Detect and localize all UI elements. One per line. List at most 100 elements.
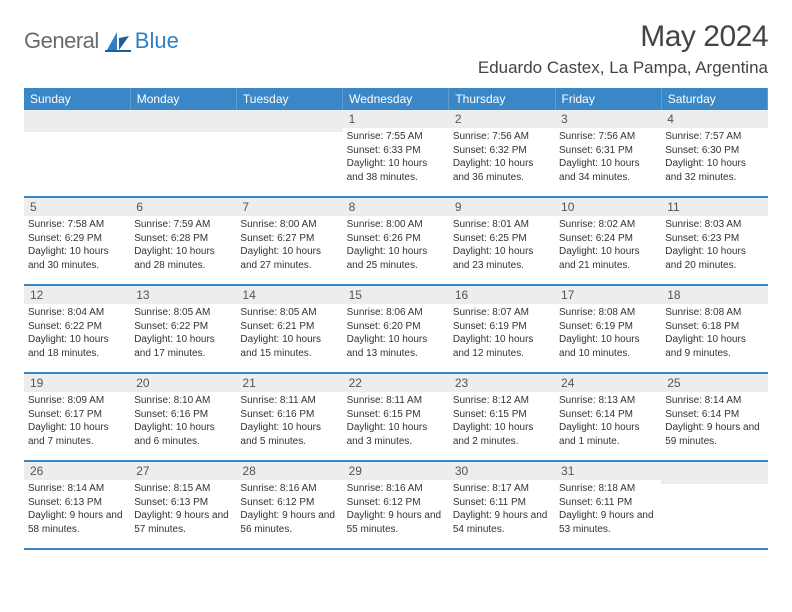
- calendar-cell: 2Sunrise: 7:56 AMSunset: 6:32 PMDaylight…: [449, 110, 555, 197]
- brand-sail-icon: [105, 30, 131, 52]
- daylight-line: Daylight: 10 hours and 21 minutes.: [559, 245, 657, 272]
- day-number: 11: [661, 198, 767, 216]
- calendar-cell: 7Sunrise: 8:00 AMSunset: 6:27 PMDaylight…: [236, 197, 342, 285]
- daylight-line: Daylight: 9 hours and 56 minutes.: [240, 509, 338, 536]
- sunrise-line: Sunrise: 7:56 AM: [453, 130, 551, 144]
- day-number: [24, 110, 130, 132]
- day-details: Sunrise: 8:08 AMSunset: 6:19 PMDaylight:…: [555, 304, 661, 364]
- day-number: 23: [449, 374, 555, 392]
- sunset-line: Sunset: 6:14 PM: [559, 408, 657, 422]
- calendar-cell: 22Sunrise: 8:11 AMSunset: 6:15 PMDayligh…: [343, 373, 449, 461]
- calendar-cell: [661, 461, 767, 549]
- location-label: Eduardo Castex, La Pampa, Argentina: [478, 58, 768, 78]
- daylight-line: Daylight: 10 hours and 3 minutes.: [347, 421, 445, 448]
- day-number: 10: [555, 198, 661, 216]
- sunrise-line: Sunrise: 8:00 AM: [347, 218, 445, 232]
- daylight-line: Daylight: 10 hours and 20 minutes.: [665, 245, 763, 272]
- day-number: 22: [343, 374, 449, 392]
- sunrise-line: Sunrise: 8:03 AM: [665, 218, 763, 232]
- sunrise-line: Sunrise: 8:18 AM: [559, 482, 657, 496]
- sunset-line: Sunset: 6:33 PM: [347, 144, 445, 158]
- day-number: 29: [343, 462, 449, 480]
- daylight-line: Daylight: 10 hours and 7 minutes.: [28, 421, 126, 448]
- calendar-cell: [24, 110, 130, 197]
- sunset-line: Sunset: 6:15 PM: [347, 408, 445, 422]
- day-details: Sunrise: 8:09 AMSunset: 6:17 PMDaylight:…: [24, 392, 130, 452]
- daylight-line: Daylight: 10 hours and 12 minutes.: [453, 333, 551, 360]
- day-details: Sunrise: 8:07 AMSunset: 6:19 PMDaylight:…: [449, 304, 555, 364]
- sunrise-line: Sunrise: 8:05 AM: [134, 306, 232, 320]
- day-number: 30: [449, 462, 555, 480]
- day-number: [130, 110, 236, 132]
- sunset-line: Sunset: 6:17 PM: [28, 408, 126, 422]
- day-number: 6: [130, 198, 236, 216]
- sunset-line: Sunset: 6:25 PM: [453, 232, 551, 246]
- sunrise-line: Sunrise: 8:06 AM: [347, 306, 445, 320]
- sunrise-line: Sunrise: 8:08 AM: [665, 306, 763, 320]
- calendar-cell: 30Sunrise: 8:17 AMSunset: 6:11 PMDayligh…: [449, 461, 555, 549]
- sunset-line: Sunset: 6:22 PM: [134, 320, 232, 334]
- sunrise-line: Sunrise: 8:08 AM: [559, 306, 657, 320]
- daylight-line: Daylight: 10 hours and 6 minutes.: [134, 421, 232, 448]
- calendar-cell: 27Sunrise: 8:15 AMSunset: 6:13 PMDayligh…: [130, 461, 236, 549]
- weekday-header: Sunday: [24, 88, 130, 110]
- day-number: 31: [555, 462, 661, 480]
- calendar-cell: 21Sunrise: 8:11 AMSunset: 6:16 PMDayligh…: [236, 373, 342, 461]
- sunset-line: Sunset: 6:23 PM: [665, 232, 763, 246]
- sunset-line: Sunset: 6:18 PM: [665, 320, 763, 334]
- sunrise-line: Sunrise: 8:02 AM: [559, 218, 657, 232]
- calendar-cell: 8Sunrise: 8:00 AMSunset: 6:26 PMDaylight…: [343, 197, 449, 285]
- sunrise-line: Sunrise: 8:09 AM: [28, 394, 126, 408]
- sunset-line: Sunset: 6:28 PM: [134, 232, 232, 246]
- sunset-line: Sunset: 6:30 PM: [665, 144, 763, 158]
- day-details: Sunrise: 8:11 AMSunset: 6:16 PMDaylight:…: [236, 392, 342, 452]
- daylight-line: Daylight: 10 hours and 34 minutes.: [559, 157, 657, 184]
- sunset-line: Sunset: 6:11 PM: [453, 496, 551, 510]
- day-number: [661, 462, 767, 484]
- calendar-cell: 26Sunrise: 8:14 AMSunset: 6:13 PMDayligh…: [24, 461, 130, 549]
- daylight-line: Daylight: 10 hours and 15 minutes.: [240, 333, 338, 360]
- daylight-line: Daylight: 10 hours and 36 minutes.: [453, 157, 551, 184]
- calendar-cell: 28Sunrise: 8:16 AMSunset: 6:12 PMDayligh…: [236, 461, 342, 549]
- day-number: 4: [661, 110, 767, 128]
- day-number: 27: [130, 462, 236, 480]
- daylight-line: Daylight: 9 hours and 59 minutes.: [665, 421, 763, 448]
- daylight-line: Daylight: 10 hours and 1 minute.: [559, 421, 657, 448]
- calendar-cell: 25Sunrise: 8:14 AMSunset: 6:14 PMDayligh…: [661, 373, 767, 461]
- day-details: Sunrise: 8:04 AMSunset: 6:22 PMDaylight:…: [24, 304, 130, 364]
- sunset-line: Sunset: 6:12 PM: [240, 496, 338, 510]
- calendar-cell: 14Sunrise: 8:05 AMSunset: 6:21 PMDayligh…: [236, 285, 342, 373]
- sunset-line: Sunset: 6:24 PM: [559, 232, 657, 246]
- day-number: 13: [130, 286, 236, 304]
- day-details: Sunrise: 7:56 AMSunset: 6:32 PMDaylight:…: [449, 128, 555, 188]
- day-number: 8: [343, 198, 449, 216]
- daylight-line: Daylight: 9 hours and 57 minutes.: [134, 509, 232, 536]
- sunrise-line: Sunrise: 8:01 AM: [453, 218, 551, 232]
- calendar-cell: 4Sunrise: 7:57 AMSunset: 6:30 PMDaylight…: [661, 110, 767, 197]
- day-number: 21: [236, 374, 342, 392]
- brand-logo: General Blue: [24, 20, 179, 54]
- day-number: 12: [24, 286, 130, 304]
- daylight-line: Daylight: 10 hours and 23 minutes.: [453, 245, 551, 272]
- calendar-cell: 9Sunrise: 8:01 AMSunset: 6:25 PMDaylight…: [449, 197, 555, 285]
- calendar-cell: 23Sunrise: 8:12 AMSunset: 6:15 PMDayligh…: [449, 373, 555, 461]
- day-number: [236, 110, 342, 132]
- day-details: Sunrise: 8:11 AMSunset: 6:15 PMDaylight:…: [343, 392, 449, 452]
- calendar-cell: 31Sunrise: 8:18 AMSunset: 6:11 PMDayligh…: [555, 461, 661, 549]
- daylight-line: Daylight: 10 hours and 17 minutes.: [134, 333, 232, 360]
- daylight-line: Daylight: 10 hours and 27 minutes.: [240, 245, 338, 272]
- day-details: Sunrise: 8:06 AMSunset: 6:20 PMDaylight:…: [343, 304, 449, 364]
- sunrise-line: Sunrise: 8:11 AM: [347, 394, 445, 408]
- daylight-line: Daylight: 10 hours and 5 minutes.: [240, 421, 338, 448]
- sunset-line: Sunset: 6:26 PM: [347, 232, 445, 246]
- sunrise-line: Sunrise: 7:58 AM: [28, 218, 126, 232]
- calendar-cell: 20Sunrise: 8:10 AMSunset: 6:16 PMDayligh…: [130, 373, 236, 461]
- day-number: 17: [555, 286, 661, 304]
- calendar-cell: 29Sunrise: 8:16 AMSunset: 6:12 PMDayligh…: [343, 461, 449, 549]
- calendar-cell: [130, 110, 236, 197]
- day-number: 15: [343, 286, 449, 304]
- day-details: Sunrise: 8:03 AMSunset: 6:23 PMDaylight:…: [661, 216, 767, 276]
- day-number: 28: [236, 462, 342, 480]
- calendar-cell: 18Sunrise: 8:08 AMSunset: 6:18 PMDayligh…: [661, 285, 767, 373]
- calendar-cell: 15Sunrise: 8:06 AMSunset: 6:20 PMDayligh…: [343, 285, 449, 373]
